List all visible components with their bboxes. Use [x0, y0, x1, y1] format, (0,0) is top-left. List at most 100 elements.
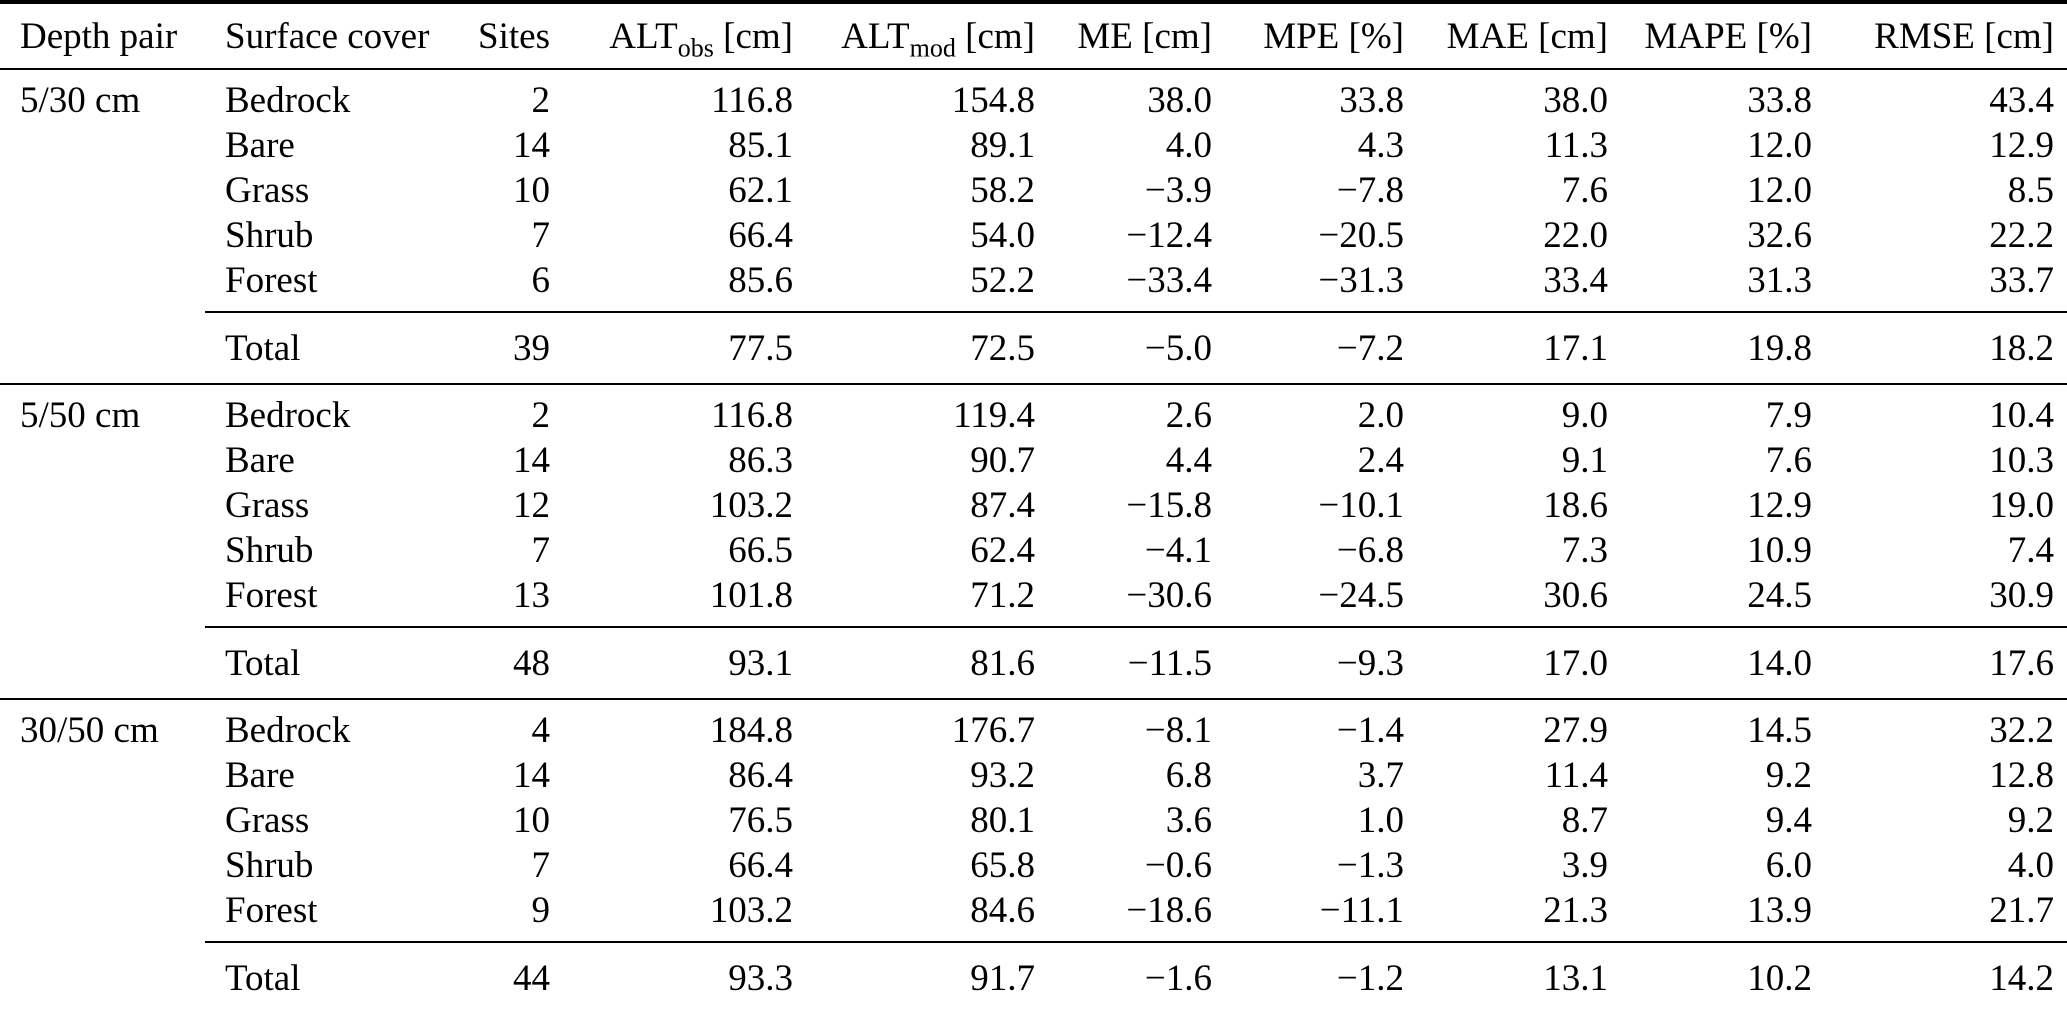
cell-value: 38.0: [1543, 80, 1608, 121]
cell-value: 116.8: [711, 395, 793, 436]
cell-value: −24.5: [1318, 575, 1404, 616]
cell-value: 62.4: [970, 530, 1035, 571]
cell-value: 7: [531, 845, 551, 886]
cell-value: 7: [531, 530, 551, 571]
col-header-label: RMSE [cm]: [1874, 15, 2054, 57]
cell-value: 14: [513, 125, 550, 166]
cell-value: −3.9: [1144, 170, 1212, 211]
col-header-label: MAPE [%]: [1644, 15, 1812, 57]
cell-value: 7: [531, 215, 551, 256]
cell-value: 66.5: [728, 530, 793, 571]
cell-total-value: 48: [465, 626, 563, 699]
cell-total-value: 44: [465, 941, 563, 1012]
cell-total-value: 17.1: [1417, 311, 1621, 384]
cell-depth-pair: [0, 573, 205, 627]
table-row: Bare 14 86.3 90.7 4.4 2.4 9.1 7.6 10.3: [0, 438, 2067, 483]
cell-value: −12.4: [1126, 215, 1212, 256]
col-header-label: ALT: [841, 15, 910, 57]
cell-value: 3.7: [1357, 755, 1404, 796]
cell-value: 154.8: [951, 80, 1035, 121]
col-header-alt-obs: ALTobs [cm]: [563, 2, 806, 69]
cell-value: 33.7: [1989, 260, 2054, 301]
cell-depth-pair: [0, 312, 205, 384]
table-row: 5/50 cm Bedrock 2 116.8 119.4 2.6 2.0 9.0 7.9 10.…: [0, 384, 2067, 438]
cell-value: 71.2: [970, 575, 1035, 616]
cell-value: 84.6: [970, 890, 1035, 931]
total-row: Total 39 77.5 72.5 −5.0 −7.2 17.1 19.8 18.2: [0, 311, 2067, 384]
cell-value: −4.1: [1144, 530, 1212, 571]
cell-value: 2: [531, 80, 551, 121]
cell-value: 14: [513, 755, 550, 796]
col-header-alt-mod: ALTmod [cm]: [806, 2, 1048, 69]
cell-surface-cover: Forest: [225, 575, 318, 616]
cell-value: 58.2: [970, 170, 1035, 211]
table-row: Forest 9 103.2 84.6 −18.6 −11.1 21.3 13.9 21.7: [0, 888, 2067, 942]
cell-value: −6.8: [1336, 530, 1404, 571]
cell-depth-pair: [0, 168, 205, 213]
cell-value: 80.1: [970, 800, 1035, 841]
cell-value: 2.4: [1357, 440, 1404, 481]
cell-value: −33.4: [1126, 260, 1212, 301]
cell-value: 12.8: [1989, 755, 2054, 796]
cell-value: 27.9: [1543, 710, 1608, 751]
cell-value: 6: [531, 260, 551, 301]
cell-value: 13.9: [1747, 890, 1812, 931]
cell-depth-pair: [0, 843, 205, 888]
cell-value: 85.1: [728, 125, 793, 166]
cell-value: 24.5: [1747, 575, 1812, 616]
cell-value: 33.4: [1543, 260, 1608, 301]
cell-value: 3.6: [1165, 800, 1212, 841]
cell-depth-pair: [0, 528, 205, 573]
cell-surface-cover: Bare: [225, 755, 295, 796]
cell-total-value: 93.1: [563, 626, 806, 699]
cell-value: 6.8: [1165, 755, 1212, 796]
cell-total-value: −1.2: [1225, 941, 1417, 1012]
cell-value: 66.4: [728, 845, 793, 886]
cell-value: 7.4: [2007, 530, 2054, 571]
cell-value: 7.6: [1561, 170, 1608, 211]
cell-value: 13: [513, 575, 550, 616]
header-row: Depth pair Surface cover Sites ALTobs [c…: [0, 2, 2067, 69]
cell-value: 7.6: [1765, 440, 1812, 481]
cell-surface-cover: Bedrock: [225, 395, 351, 436]
cell-depth-pair: [0, 438, 205, 483]
table-row: Forest 6 85.6 52.2 −33.4 −31.3 33.4 31.3 33.7: [0, 258, 2067, 312]
cell-total-value: 19.8: [1621, 311, 1825, 384]
cell-value: 22.2: [1989, 215, 2054, 256]
cell-value: 38.0: [1147, 80, 1212, 121]
cell-value: 4.0: [1165, 125, 1212, 166]
col-header-label: ME [cm]: [1077, 15, 1212, 57]
cell-value: 86.4: [728, 755, 793, 796]
cell-total-value: −7.2: [1225, 311, 1417, 384]
col-header-surface-cover: Surface cover: [205, 2, 465, 69]
cell-value: 66.4: [728, 215, 793, 256]
cell-value: 90.7: [970, 440, 1035, 481]
cell-depth-pair: 30/50 cm: [20, 710, 159, 751]
cell-depth-pair: [0, 753, 205, 798]
cell-value: 33.8: [1747, 80, 1812, 121]
cell-total-label: Total: [205, 626, 465, 699]
table-row: Grass 12 103.2 87.4 −15.8 −10.1 18.6 12.9 19.0: [0, 483, 2067, 528]
cell-value: −7.8: [1336, 170, 1404, 211]
cell-value: 31.3: [1747, 260, 1812, 301]
cell-value: 12.9: [1747, 485, 1812, 526]
cell-value: 4: [531, 710, 551, 751]
cell-value: −30.6: [1126, 575, 1212, 616]
cell-value: 11.3: [1544, 125, 1608, 166]
cell-value: 10: [513, 800, 550, 841]
cell-value: −18.6: [1126, 890, 1212, 931]
cell-value: 21.7: [1989, 890, 2054, 931]
col-header-sites: Sites: [465, 2, 563, 69]
table-row: Shrub 7 66.5 62.4 −4.1 −6.8 7.3 10.9 7.4: [0, 528, 2067, 573]
table-row: Bare 14 86.4 93.2 6.8 3.7 11.4 9.2 12.8: [0, 753, 2067, 798]
cell-value: 10: [513, 170, 550, 211]
cell-value: 76.5: [728, 800, 793, 841]
cell-surface-cover: Bare: [225, 440, 295, 481]
cell-value: −1.4: [1336, 710, 1404, 751]
cell-surface-cover: Shrub: [225, 845, 314, 886]
cell-depth-pair: [0, 123, 205, 168]
cell-value: 2: [531, 395, 551, 436]
cell-value: 30.9: [1989, 575, 2054, 616]
table-header: Depth pair Surface cover Sites ALTobs [c…: [0, 2, 2067, 69]
